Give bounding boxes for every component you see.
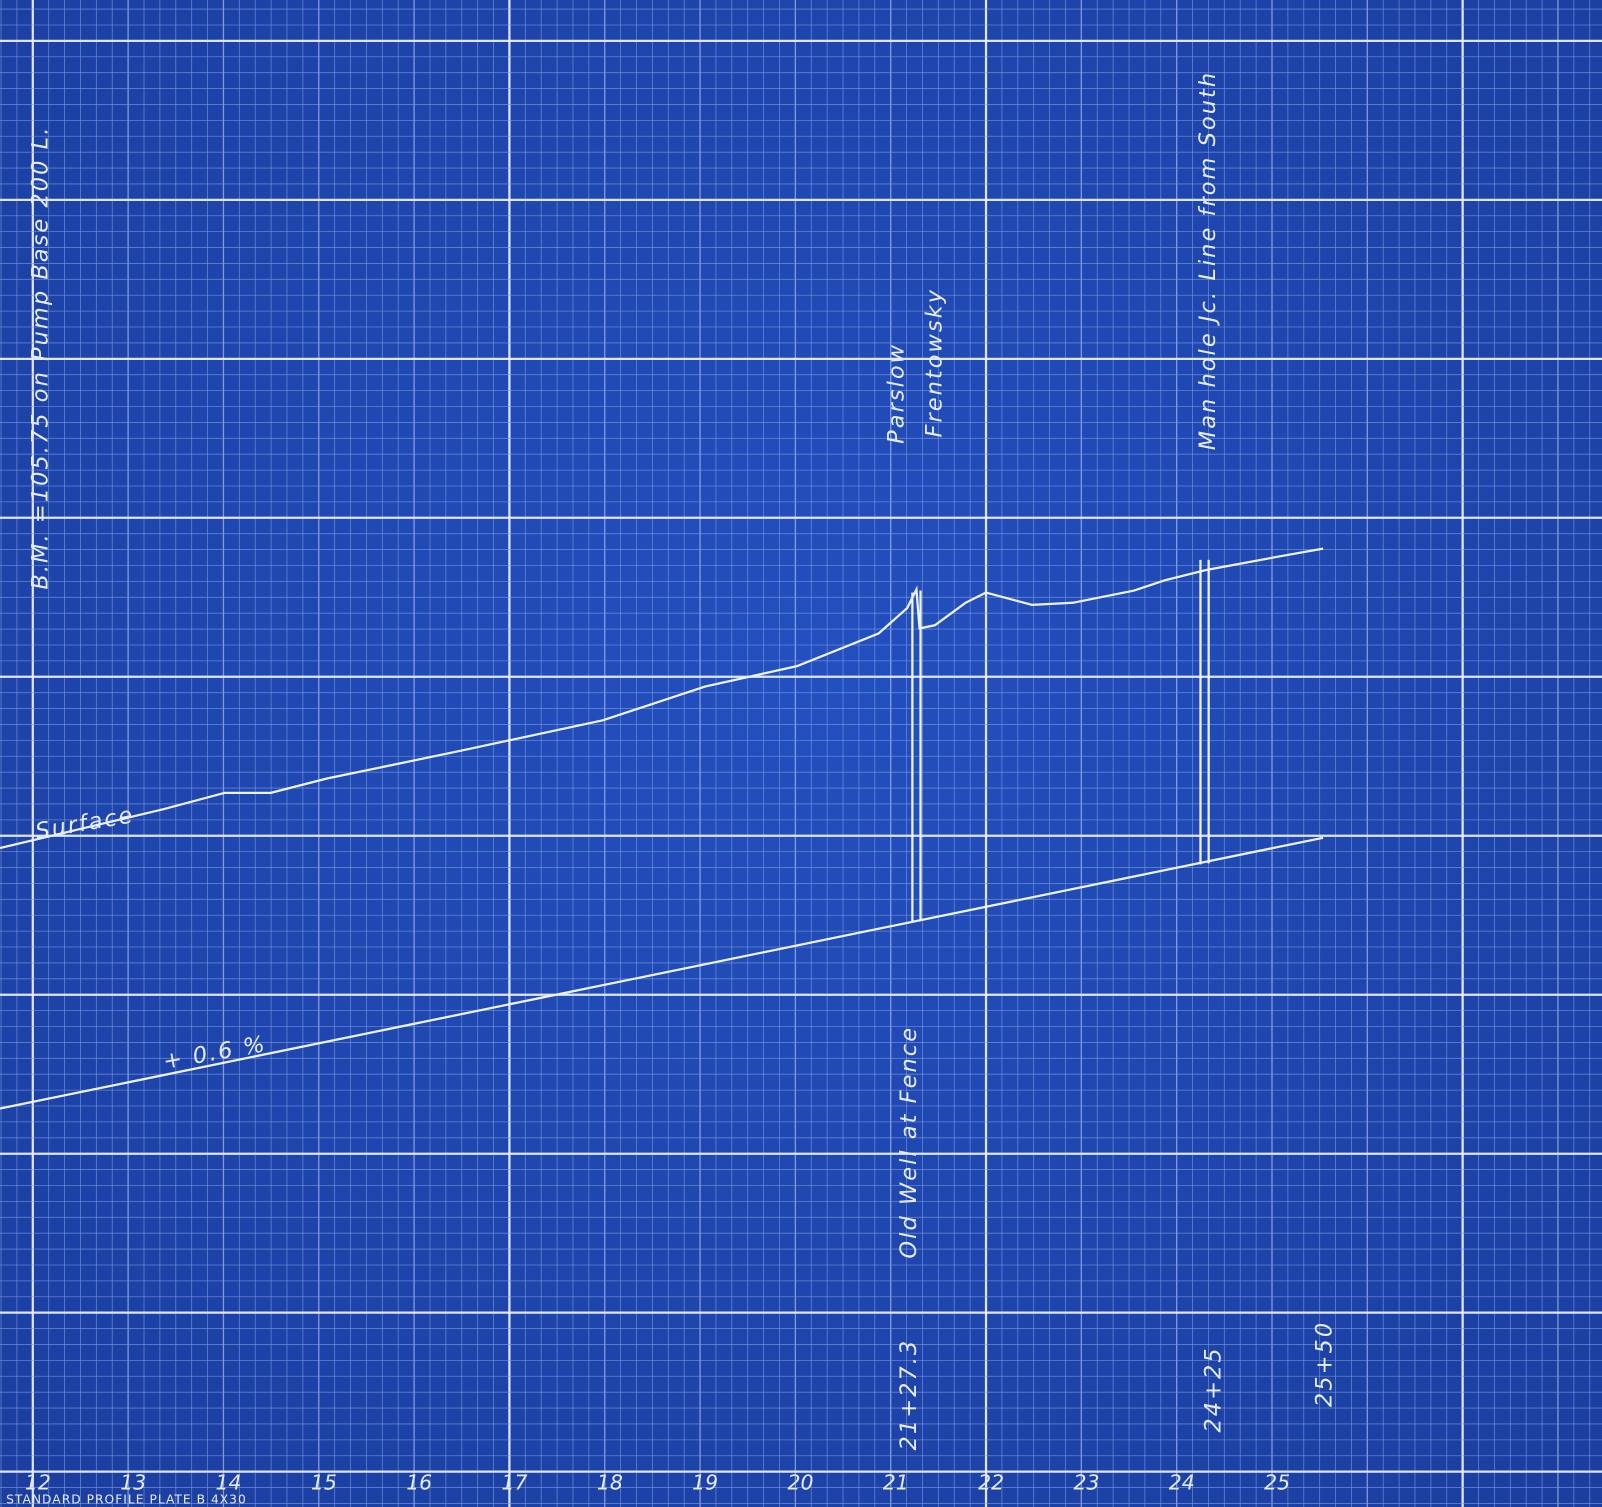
grade-line bbox=[0, 836, 1324, 1110]
station-number: 16 bbox=[406, 1470, 432, 1494]
footer: STANDARD PROFILE PLATE B 4X30 bbox=[6, 1492, 247, 1506]
station-number: 18 bbox=[597, 1470, 623, 1494]
station-number: 13 bbox=[120, 1470, 146, 1494]
station-number: 17 bbox=[502, 1470, 528, 1494]
manhole-pipe bbox=[1199, 559, 1210, 865]
station-number: 20 bbox=[787, 1470, 813, 1494]
station-number: 23 bbox=[1073, 1470, 1099, 1494]
station-number: 12 bbox=[25, 1470, 51, 1494]
station-number: 15 bbox=[311, 1470, 337, 1494]
station-label: 25+50 bbox=[1312, 1321, 1338, 1407]
owner-name: Parslow bbox=[884, 343, 910, 444]
station-number: 14 bbox=[216, 1470, 242, 1494]
manhole-note: Man hole Jc. Line from South bbox=[1195, 71, 1221, 450]
station-label: 24+25 bbox=[1200, 1346, 1226, 1432]
station-number: 19 bbox=[692, 1470, 718, 1494]
station-number: 24 bbox=[1169, 1470, 1195, 1494]
station-number: 21 bbox=[883, 1470, 909, 1494]
station-number: 25 bbox=[1264, 1470, 1290, 1494]
station-label: 21+27.3 bbox=[896, 1339, 922, 1451]
benchmark-note: B.M. =105.75 on Pump Base 200 L. bbox=[27, 126, 53, 590]
owner-name: Frentowsky bbox=[921, 288, 947, 438]
well-note: Old Well at Fence bbox=[896, 1026, 922, 1259]
well-pipe bbox=[911, 590, 922, 922]
profile bbox=[0, 547, 1324, 1110]
surface-line bbox=[0, 547, 1324, 850]
station-number: 22 bbox=[978, 1470, 1004, 1494]
